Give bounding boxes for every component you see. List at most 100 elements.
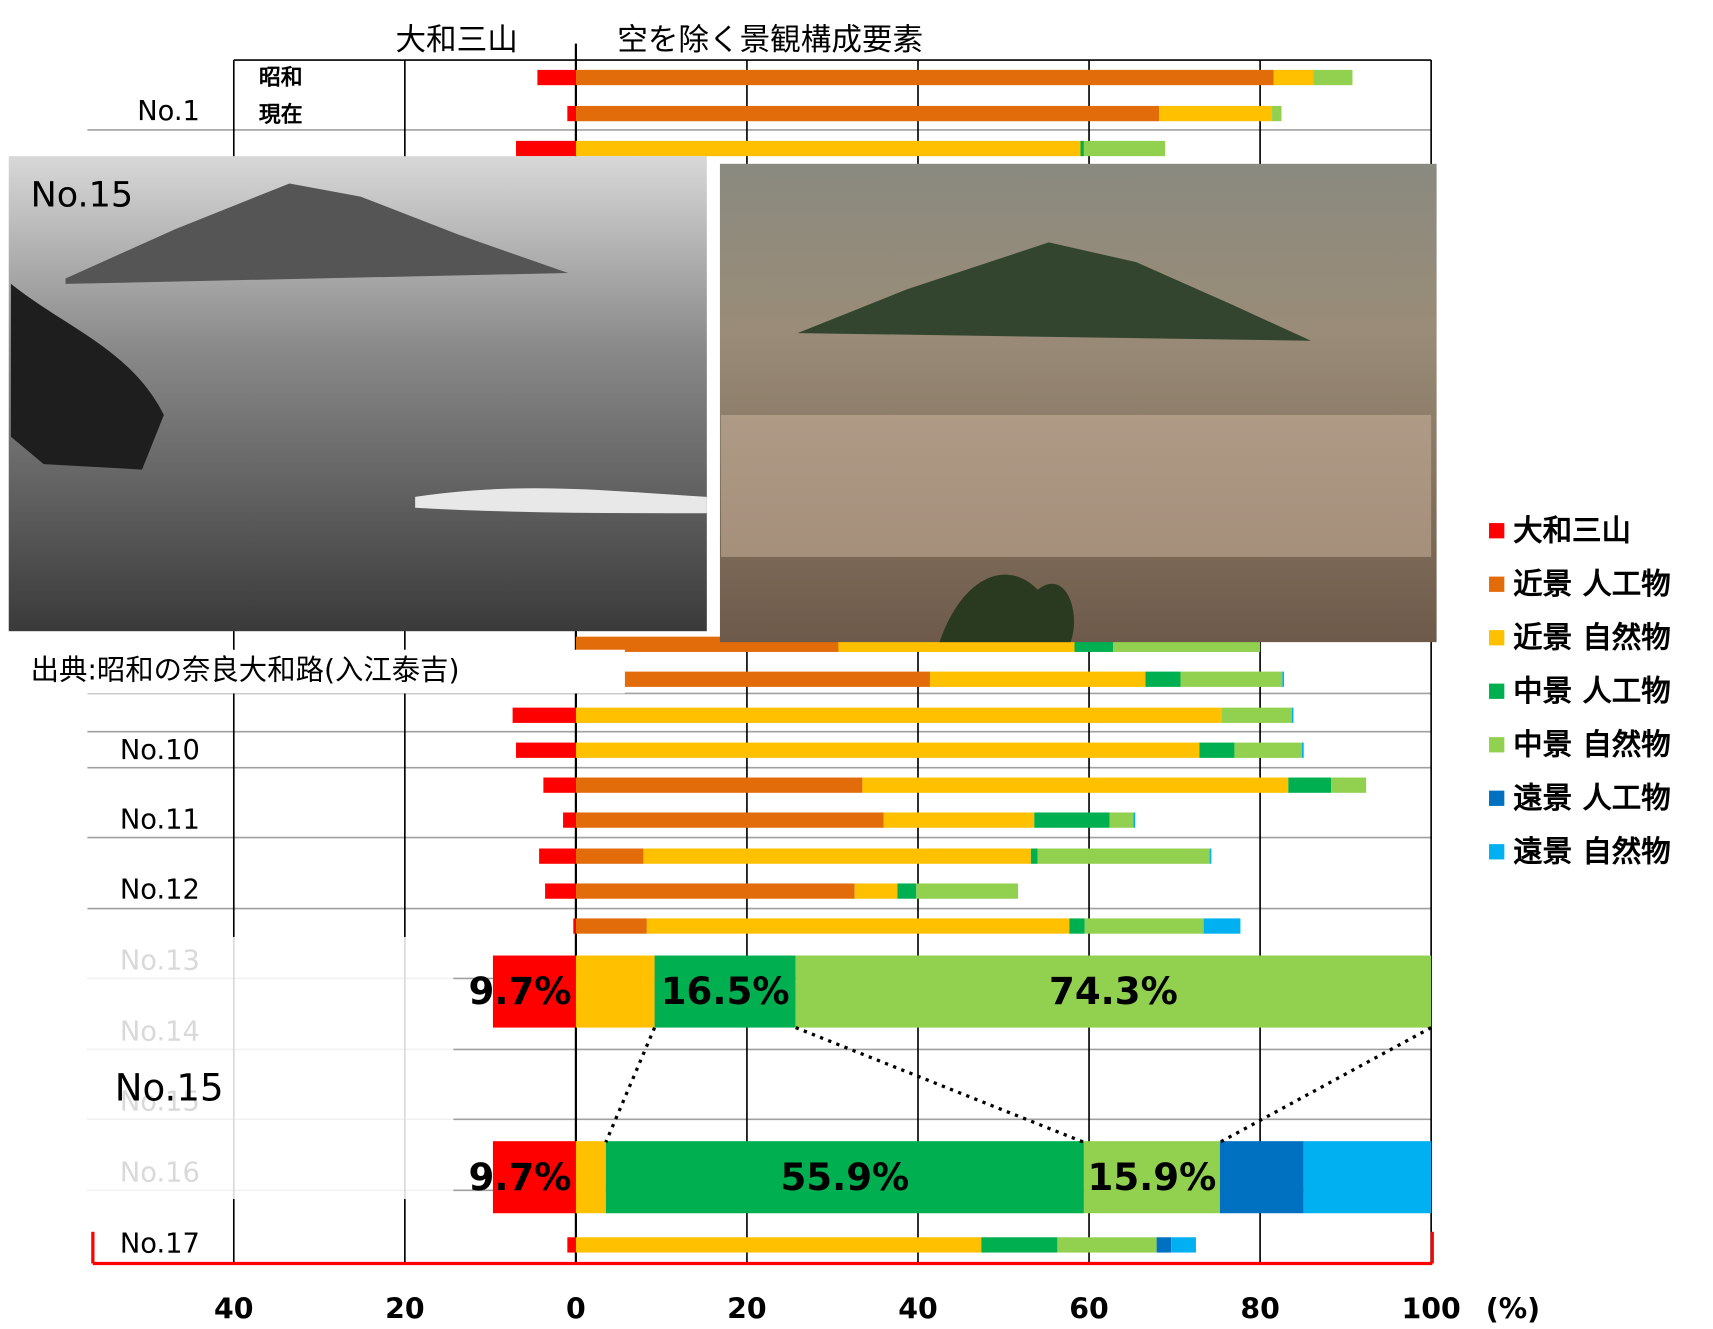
bar-segment: [575, 140, 1081, 157]
value-label: 16.5%: [661, 970, 790, 1013]
fade-overlay: [87, 936, 454, 1200]
x-tick-label: 20: [385, 1292, 425, 1325]
legend-swatch: [1489, 790, 1505, 806]
value-label: 9.7%: [469, 1156, 572, 1199]
bar-segment: [646, 918, 1070, 934]
legend-label: 近景 人工物: [1513, 567, 1671, 601]
bar-segment: [1209, 848, 1212, 864]
bar-segment: [575, 918, 647, 934]
value-label: 9.7%: [469, 970, 572, 1013]
row-label: No.11: [120, 805, 200, 836]
bar-segment: [539, 848, 576, 864]
x-tick-label: 80: [1240, 1292, 1280, 1325]
bar-segment: [795, 955, 1432, 1028]
tree: [10, 283, 164, 470]
legend-swatch: [1489, 576, 1505, 592]
bar-segment: [1156, 1237, 1172, 1253]
bar-segment: [1288, 777, 1332, 793]
bar-segment: [1331, 777, 1367, 793]
bar-segment: [883, 812, 1035, 828]
bar-segment: [573, 918, 576, 934]
legend-swatch: [1489, 523, 1505, 539]
x-tick-label: 40: [214, 1292, 254, 1325]
legend-swatch: [1489, 683, 1505, 699]
bar-segment: [1303, 1141, 1432, 1214]
bar-segment: [1084, 918, 1204, 934]
bar-segment: [1133, 812, 1136, 828]
bar-segment: [654, 955, 796, 1028]
photo-label: No.15: [31, 176, 133, 216]
bar-segment: [862, 777, 1289, 793]
bar-segment: [1030, 848, 1038, 864]
bar-segment: [897, 883, 917, 899]
connector: [1219, 1026, 1432, 1144]
inset-label: No.15: [115, 1066, 224, 1109]
bar-segment: [1221, 707, 1292, 723]
bar-segment: [512, 707, 576, 723]
photo-now: [719, 163, 1437, 643]
bar-segment: [1313, 69, 1353, 86]
x-tick-label: 40: [898, 1292, 938, 1325]
x-tick-label: 20: [727, 1292, 767, 1325]
bar-segment: [1069, 918, 1085, 934]
bar-segment: [1234, 742, 1302, 758]
legend-label: 遠景 人工物: [1513, 781, 1671, 815]
caption: 出典:昭和の奈良大和路(入江泰吉): [31, 654, 460, 687]
connector: [604, 1026, 657, 1143]
bar-segment: [916, 883, 1019, 899]
left-title: 大和三山: [395, 23, 517, 58]
bar-segment: [1034, 812, 1110, 828]
bar-segment: [1080, 140, 1084, 157]
tree: [939, 574, 1075, 643]
legend-swatch: [1489, 737, 1505, 753]
legend-label: 大和三山: [1513, 513, 1631, 547]
bar-label: 現在: [259, 102, 303, 128]
legend-swatch: [1489, 630, 1505, 646]
row-label: No.1: [137, 96, 200, 127]
city: [721, 414, 1432, 557]
bar-segment: [575, 848, 644, 864]
value-label: 15.9%: [1087, 1156, 1216, 1199]
bar-segment: [1037, 848, 1210, 864]
bar-segment: [1083, 140, 1166, 157]
bar-segment: [854, 883, 898, 899]
bar-segment: [1272, 105, 1282, 122]
bar-segment: [516, 742, 576, 758]
bar-segment: [567, 105, 576, 122]
bar-segment: [1083, 1141, 1220, 1214]
bar-segment: [1273, 69, 1314, 86]
bar-segment: [575, 671, 930, 687]
bar-segment: [981, 1237, 1058, 1253]
bar-segment: [575, 69, 1274, 86]
bar-segment: [1301, 742, 1304, 758]
bar-segment: [567, 1237, 576, 1253]
bar-segment: [575, 707, 1222, 723]
bar-segment: [575, 1141, 606, 1214]
right-title: 空を除く景観構成要素: [617, 23, 923, 58]
bar-segment: [1282, 671, 1285, 687]
bar-segment: [1219, 1141, 1304, 1214]
bar-segment: [543, 777, 576, 793]
bar-label: 昭和: [259, 66, 303, 91]
bar-segment: [1203, 918, 1241, 934]
connector: [795, 1026, 1085, 1144]
row-label: No.12: [120, 875, 200, 906]
bar-segment: [492, 955, 576, 1028]
bar-segment: [563, 812, 576, 828]
bar-segment: [605, 1141, 1084, 1214]
bar-segment: [575, 1237, 982, 1253]
bar-segment: [1180, 671, 1283, 687]
bar-segment: [1057, 1237, 1157, 1253]
x-tick-label: 100: [1402, 1292, 1461, 1325]
value-label: 55.9%: [780, 1156, 909, 1199]
caption-bg: [13, 649, 625, 694]
row-label: No.17: [120, 1228, 200, 1259]
bar-segment: [545, 883, 576, 899]
legend-label: 中景 人工物: [1513, 674, 1671, 708]
mountain: [797, 242, 1311, 341]
bar-segment: [575, 105, 1160, 122]
bar-segment: [516, 140, 576, 157]
legend-label: 近景 自然物: [1513, 620, 1671, 654]
bar-segment: [492, 1141, 576, 1214]
